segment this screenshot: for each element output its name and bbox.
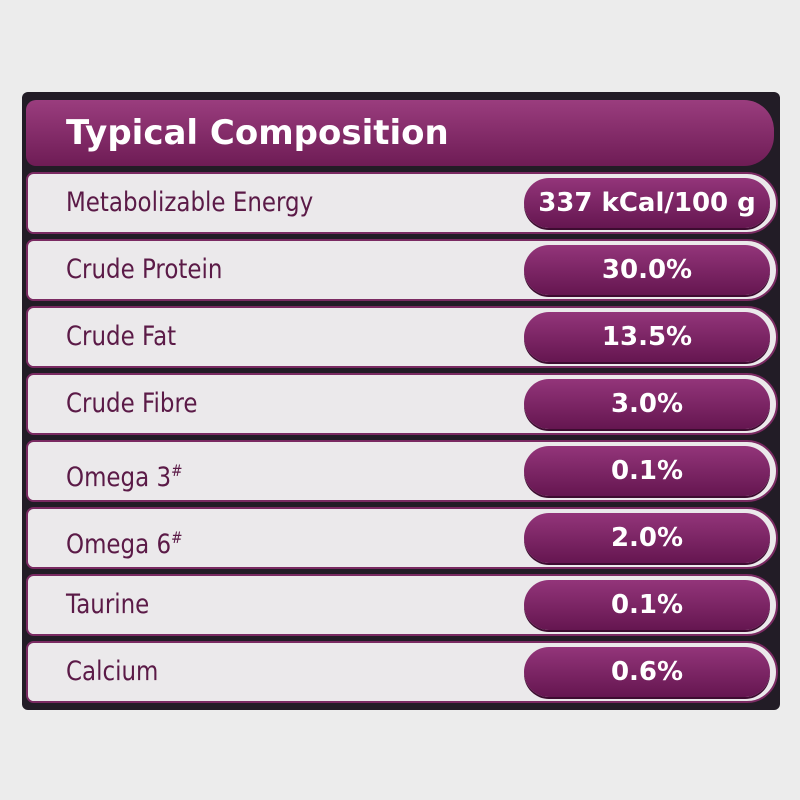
- table-row: Omega 3# 0.1%: [26, 440, 778, 502]
- title: Typical Composition: [66, 113, 449, 153]
- row-value: 13.5%: [524, 312, 770, 362]
- value-text: 3.0%: [610, 389, 684, 419]
- row-value: 0.1%: [524, 580, 770, 630]
- row-label: Taurine: [66, 576, 149, 634]
- row-label: Metabolizable Energy: [66, 174, 313, 232]
- header: Typical Composition: [26, 100, 774, 166]
- table-row: Crude Fibre 3.0%: [26, 373, 778, 435]
- table-row: Omega 6# 2.0%: [26, 507, 778, 569]
- row-label: Omega 3#: [66, 442, 182, 507]
- table-row: Taurine 0.1%: [26, 574, 778, 636]
- value-text: 13.5%: [601, 322, 693, 352]
- label-text: Crude Protein: [66, 254, 223, 285]
- table-row: Crude Protein 30.0%: [26, 239, 778, 301]
- row-label: Calcium: [66, 643, 158, 701]
- value-text: 30.0%: [601, 255, 693, 285]
- row-value: 30.0%: [524, 245, 770, 295]
- value-text: 337 kCal/100 g: [538, 188, 756, 218]
- value-text: 0.1%: [610, 456, 684, 486]
- label-text: Crude Fibre: [66, 388, 198, 419]
- row-value: 0.1%: [524, 446, 770, 496]
- value-text: 0.1%: [610, 590, 684, 620]
- row-label: Omega 6#: [66, 509, 182, 574]
- label-text: Crude Fat: [66, 321, 177, 352]
- row-value: 337 kCal/100 g: [524, 178, 770, 228]
- row-value: 2.0%: [524, 513, 770, 563]
- table-row: Calcium 0.6%: [26, 641, 778, 703]
- label-text: Omega 6: [66, 529, 172, 560]
- table-row: Metabolizable Energy 337 kCal/100 g: [26, 172, 778, 234]
- label-mark: #: [171, 461, 183, 480]
- row-label: Crude Fat: [66, 308, 176, 366]
- label-text: Metabolizable Energy: [66, 187, 314, 218]
- row-label: Crude Protein: [66, 241, 222, 299]
- row-value: 3.0%: [524, 379, 770, 429]
- value-text: 2.0%: [610, 523, 684, 553]
- value-text: 0.6%: [610, 657, 684, 687]
- row-label: Crude Fibre: [66, 375, 198, 433]
- table-row: Crude Fat 13.5%: [26, 306, 778, 368]
- label-text: Taurine: [66, 589, 150, 620]
- label-text: Calcium: [66, 656, 159, 687]
- label-text: Omega 3: [66, 462, 172, 493]
- row-value: 0.6%: [524, 647, 770, 697]
- label-mark: #: [171, 528, 183, 547]
